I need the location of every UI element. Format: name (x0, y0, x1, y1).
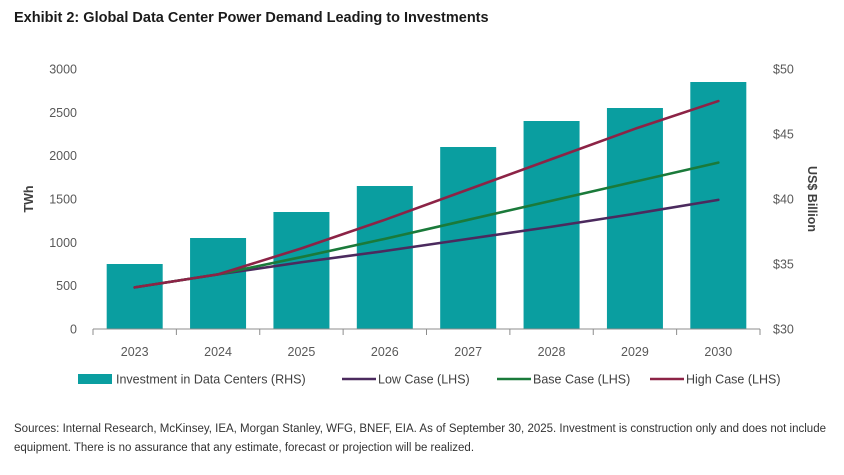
right-tick-label: $45 (773, 128, 794, 142)
bar-2025 (273, 212, 330, 329)
left-tick-label: 500 (56, 279, 77, 293)
bar-2030 (690, 82, 747, 329)
right-tick-label: $30 (773, 323, 794, 337)
x-tick-label: 2023 (121, 345, 149, 359)
x-tick-label: 2027 (454, 345, 482, 359)
legend-label-line-2: High Case (LHS) (686, 373, 780, 387)
left-tick-label: 0 (70, 323, 77, 337)
left-tick-label: 1500 (49, 193, 77, 207)
bar-2026 (356, 186, 413, 329)
left-tick-label: 1000 (49, 236, 77, 250)
right-axis-ticks: $30 $35 $40 $45 $50 (773, 63, 794, 337)
left-tick-label: 2500 (49, 106, 77, 120)
right-axis-title: US$ Billion (805, 166, 819, 232)
chart: 0 500 1000 1500 2000 2500 3000 $30 $35 $40 $45 $50… (22, 63, 819, 387)
x-tick-label: 2025 (288, 345, 316, 359)
left-tick-label: 2000 (49, 149, 77, 163)
legend-label-line-0: Low Case (LHS) (378, 373, 470, 387)
source-note: Sources: Internal Research, McKinsey, IE… (14, 423, 826, 454)
x-axis-labels: 2023 2024 2025 2026 2027 2028 2029 2030 (121, 345, 732, 359)
right-tick-label: $40 (773, 193, 794, 207)
legend-swatch-investment (78, 374, 112, 384)
x-tick-label: 2028 (538, 345, 566, 359)
legend: Investment in Data Centers (RHS) Low Case… (78, 373, 780, 387)
right-tick-label: $35 (773, 258, 794, 272)
line-series (133, 99, 720, 289)
x-tick-label: 2026 (371, 345, 399, 359)
left-tick-label: 3000 (49, 63, 77, 77)
x-tick-label: 2024 (204, 345, 232, 359)
bar-2024 (190, 238, 247, 329)
bar-2029 (606, 108, 663, 329)
left-axis-ticks: 0 500 1000 1500 2000 2500 3000 (49, 63, 77, 337)
line-series-1 (133, 161, 720, 289)
legend-label-investment: Investment in Data Centers (RHS) (116, 373, 306, 387)
x-axis-ticks (92, 329, 761, 335)
left-axis-title: TWh (22, 185, 36, 212)
right-tick-label: $50 (773, 63, 794, 77)
x-tick-label: 2029 (621, 345, 649, 359)
line-series-2 (133, 99, 720, 289)
legend-label-line-1: Base Case (LHS) (533, 373, 630, 387)
chart-title: Exhibit 2: Global Data Center Power Dema… (14, 10, 489, 26)
x-tick-label: 2030 (704, 345, 732, 359)
bar-series (106, 82, 747, 329)
bar-2023 (106, 264, 163, 329)
